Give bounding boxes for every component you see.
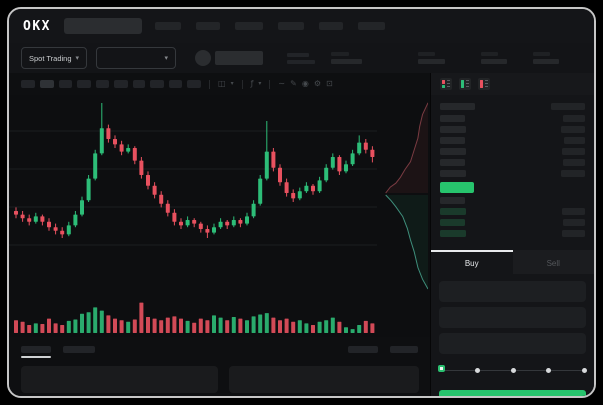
last-price-placeholder xyxy=(215,51,264,65)
chart-toolbar: ◫ ▾ ƒ ▾ ∼ ✎ ◉ ⚙ ⊡ xyxy=(9,73,430,95)
chart-module: ◫ ▾ ƒ ▾ ∼ ✎ ◉ ⚙ ⊡ xyxy=(9,73,430,396)
ask-row[interactable] xyxy=(440,168,585,179)
timeframe-button[interactable] xyxy=(187,80,201,88)
bid-row[interactable] xyxy=(440,195,585,206)
ticker-stat xyxy=(533,52,560,64)
orderbook-split-view-icon[interactable] xyxy=(440,78,452,90)
settings-icon[interactable]: ⚙ xyxy=(313,79,321,88)
chart-bottom-tabs xyxy=(9,337,430,361)
toolbar-divider xyxy=(241,79,243,89)
chevron-down-icon: ▾ xyxy=(164,54,169,62)
last-price-pill xyxy=(440,181,474,193)
bid-row[interactable] xyxy=(440,206,585,217)
amount-input[interactable] xyxy=(439,307,586,328)
order-form xyxy=(431,274,594,396)
bid-row[interactable] xyxy=(440,228,585,239)
tab-sell[interactable]: Sell xyxy=(512,250,594,274)
last-price-row xyxy=(440,179,585,195)
trade-side-tabs: Buy Sell xyxy=(431,250,594,274)
volume-pane[interactable] xyxy=(9,291,430,337)
orderbook-bids-view-icon[interactable] xyxy=(459,78,471,90)
ticker-bar: Spot Trading ▾ ▾ xyxy=(9,43,594,73)
bottom-panels xyxy=(9,361,430,393)
draw-tool-icon[interactable]: ✎ xyxy=(290,79,297,88)
ask-row[interactable] xyxy=(440,124,585,135)
timeframe-button[interactable] xyxy=(169,80,182,88)
nav-items xyxy=(154,22,385,30)
bid-row[interactable] xyxy=(440,217,585,228)
slider-dot[interactable] xyxy=(474,368,480,373)
nav-item[interactable] xyxy=(357,22,385,30)
slider-dot[interactable] xyxy=(582,368,587,373)
market-type-dropdown[interactable]: Spot Trading ▾ xyxy=(21,47,88,69)
price-change-placeholder xyxy=(287,52,316,64)
pair-coin-icon xyxy=(195,50,212,66)
bottom-panel xyxy=(21,366,218,393)
tab-buy[interactable]: Buy xyxy=(431,250,513,274)
ticker-stats xyxy=(315,52,560,64)
toolbar-divider xyxy=(269,79,271,89)
top-navbar: OKX xyxy=(9,9,594,43)
chevron-down-icon[interactable]: ▾ xyxy=(230,80,234,87)
orderbook-view-toggles xyxy=(431,73,594,95)
orderbook-header xyxy=(440,100,585,113)
pair-selector-dropdown[interactable]: ▾ xyxy=(96,47,177,69)
nav-item[interactable] xyxy=(195,22,220,30)
timeframe-button[interactable] xyxy=(21,80,35,88)
candlestick-chart[interactable] xyxy=(9,95,430,291)
depth-chart[interactable] xyxy=(382,95,428,291)
screenshot-icon[interactable]: ◉ xyxy=(301,79,309,88)
bottom-panel xyxy=(229,366,419,393)
timeframe-button[interactable] xyxy=(59,80,72,88)
fullscreen-icon[interactable]: ⊡ xyxy=(325,79,333,88)
chevron-down-icon[interactable]: ▾ xyxy=(258,80,262,87)
ticker-stat xyxy=(418,52,446,64)
line-tool-icon[interactable]: ∼ xyxy=(278,79,286,88)
market-type-label: Spot Trading xyxy=(29,53,72,63)
app-window: OKX Spot Trading ▾ ▾ ◫ ▾ ƒ ▾ ∼ ✎ ◉ ⚙ ⊡ xyxy=(7,7,596,398)
nav-item[interactable] xyxy=(154,22,181,30)
ask-row[interactable] xyxy=(440,113,585,124)
indicators-icon[interactable]: ƒ xyxy=(250,79,254,88)
nav-item[interactable] xyxy=(318,22,343,30)
orderbook-asks-view-icon[interactable] xyxy=(478,78,490,90)
ask-row[interactable] xyxy=(440,146,585,157)
price-input[interactable] xyxy=(439,281,586,302)
slider-handle[interactable] xyxy=(438,365,445,372)
total-input[interactable] xyxy=(439,333,586,354)
ask-row[interactable] xyxy=(440,157,585,168)
chart-data-tab[interactable] xyxy=(21,345,51,358)
timeframe-button[interactable] xyxy=(40,80,54,88)
chart-footer-button[interactable] xyxy=(390,345,418,353)
slider-dot[interactable] xyxy=(510,368,516,373)
ticker-stat xyxy=(481,52,508,64)
trade-sidebar: Buy Sell xyxy=(430,73,594,396)
nav-item[interactable] xyxy=(234,22,263,30)
candle-style-icon[interactable]: ◫ xyxy=(218,79,226,88)
timeframe-button[interactable] xyxy=(114,80,128,88)
timeframe-button[interactable] xyxy=(77,80,91,88)
buy-submit-button[interactable] xyxy=(439,390,586,396)
toolbar-divider xyxy=(209,79,210,89)
slider-dot[interactable] xyxy=(546,368,552,373)
search-input[interactable] xyxy=(63,18,142,34)
timeframe-button[interactable] xyxy=(96,80,109,88)
orderbook xyxy=(431,95,594,241)
chart-footer-button[interactable] xyxy=(348,345,378,353)
timeframe-button[interactable] xyxy=(150,80,164,88)
ask-row[interactable] xyxy=(440,135,585,146)
chart-data-tab[interactable] xyxy=(63,345,95,353)
amount-slider[interactable] xyxy=(438,363,587,378)
ticker-stat xyxy=(331,52,363,64)
chevron-down-icon: ▾ xyxy=(75,54,80,62)
okx-logo: OKX xyxy=(23,18,51,34)
nav-item[interactable] xyxy=(277,22,304,30)
timeframe-button[interactable] xyxy=(133,80,145,88)
